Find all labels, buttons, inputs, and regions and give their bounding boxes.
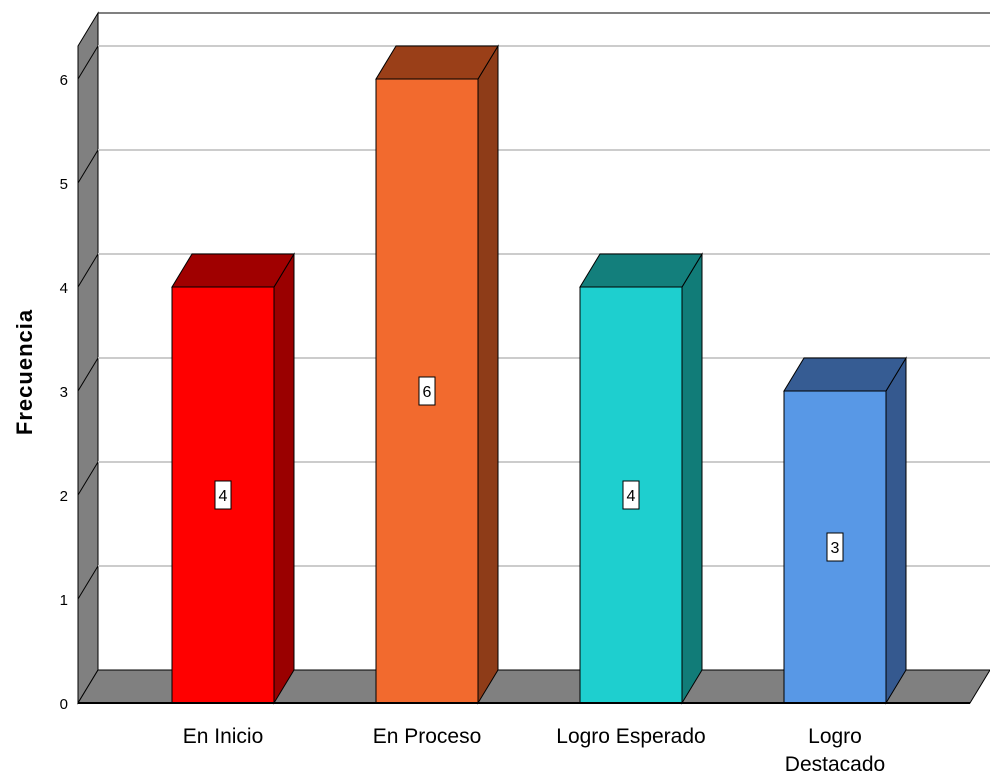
bar-side bbox=[477, 44, 499, 705]
left-wall bbox=[77, 11, 99, 705]
wall-gridline bbox=[77, 461, 99, 496]
x-tick-label: En Proceso bbox=[373, 725, 482, 748]
bar-top bbox=[579, 253, 703, 288]
x-tick-label: Logro Esperado bbox=[556, 725, 705, 748]
wall-gridline bbox=[77, 253, 99, 288]
x-axis-labels: En Inicio En Proceso Logro Esperado Logro De… bbox=[183, 725, 885, 776]
x-tick-label: En Inicio bbox=[183, 725, 264, 748]
bar-side bbox=[885, 356, 907, 705]
bar-4: 3 bbox=[783, 356, 907, 705]
bar-top bbox=[171, 253, 295, 288]
y-tick-label: 3 bbox=[60, 384, 68, 401]
y-tick-label: 6 bbox=[60, 72, 68, 89]
wall-gridline bbox=[77, 357, 99, 392]
y-tick-label: 4 bbox=[60, 280, 68, 297]
data-label-text: 3 bbox=[831, 540, 840, 557]
bar-side bbox=[681, 252, 703, 705]
bar-2: 6 bbox=[375, 44, 499, 705]
y-axis-label: Frecuencia bbox=[12, 309, 37, 435]
data-label: 3 bbox=[826, 532, 844, 562]
data-label-text: 4 bbox=[627, 488, 636, 505]
bar-3: 4 bbox=[579, 252, 703, 705]
wall-gridline bbox=[77, 149, 99, 184]
x-tick-label: Logro Destacado bbox=[785, 725, 885, 776]
data-label: 4 bbox=[622, 480, 640, 510]
bar-1: 4 bbox=[171, 252, 295, 705]
wall-gridline bbox=[77, 45, 99, 80]
y-tick-label: 5 bbox=[60, 176, 68, 193]
data-label: 4 bbox=[214, 480, 232, 510]
y-tick-label: 2 bbox=[60, 488, 68, 505]
bar-side bbox=[273, 252, 295, 705]
y-axis-ticks: 0 1 2 3 4 5 6 bbox=[60, 72, 68, 713]
bar-top bbox=[375, 45, 499, 80]
bar-top bbox=[783, 357, 907, 392]
data-label-text: 4 bbox=[219, 488, 228, 505]
y-tick-label: 1 bbox=[60, 592, 68, 609]
bars: 4 6 4 3 bbox=[171, 44, 907, 705]
wall-gridline bbox=[77, 565, 99, 600]
data-label-text: 6 bbox=[423, 384, 432, 401]
data-label: 6 bbox=[418, 376, 436, 406]
y-tick-label: 0 bbox=[60, 696, 68, 713]
